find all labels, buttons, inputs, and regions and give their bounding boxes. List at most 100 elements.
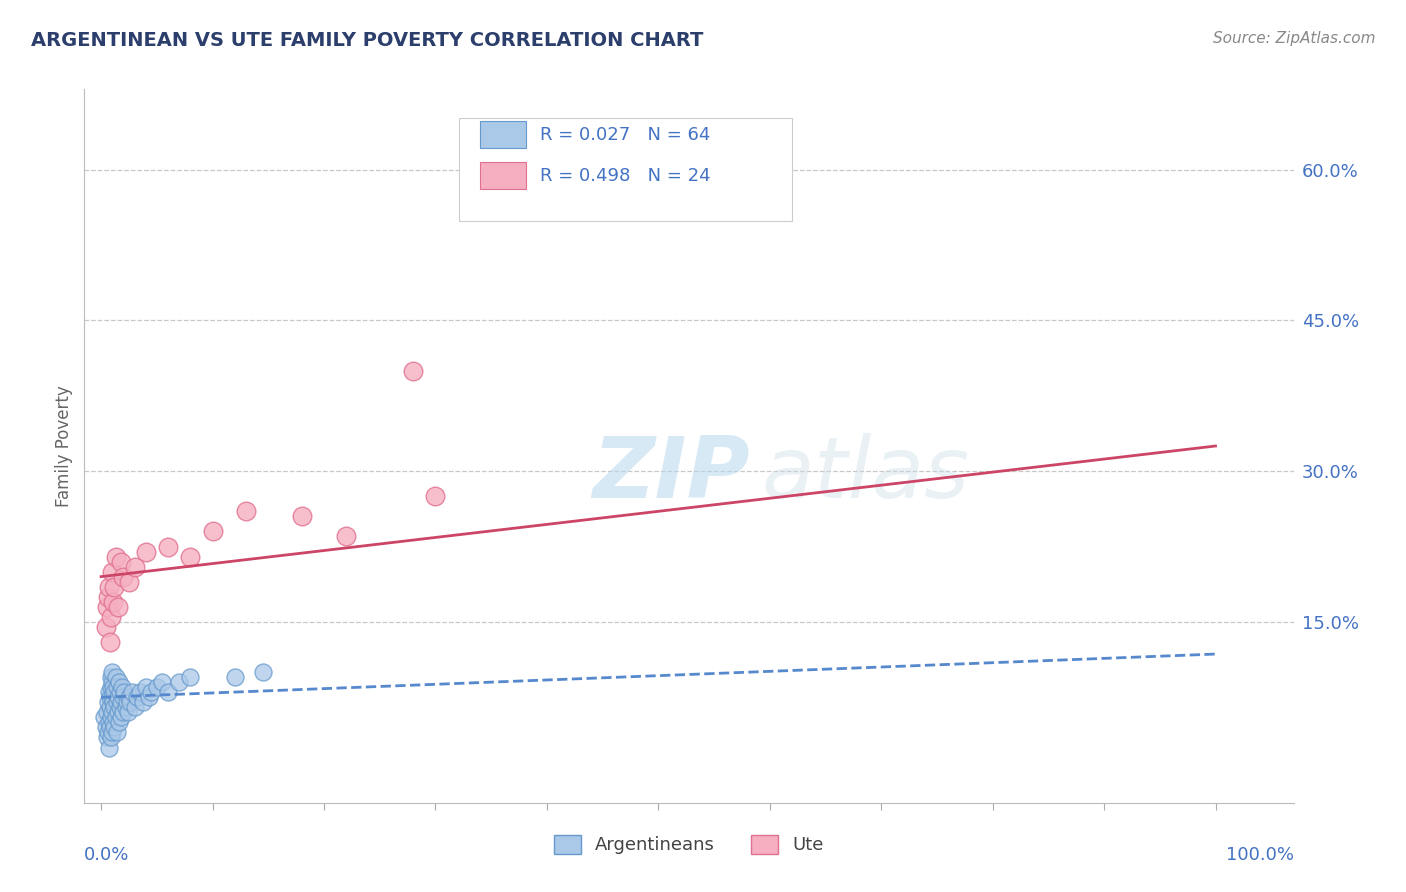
Point bbox=[111, 680, 134, 694]
Point bbox=[104, 710, 127, 724]
Point bbox=[135, 544, 157, 558]
Point bbox=[108, 685, 131, 699]
Point bbox=[96, 706, 118, 720]
Point bbox=[114, 685, 136, 699]
Point bbox=[94, 620, 117, 634]
Point bbox=[179, 670, 201, 684]
Point bbox=[224, 670, 246, 684]
Point bbox=[201, 524, 224, 539]
Point bbox=[103, 720, 125, 734]
Point bbox=[132, 695, 155, 709]
Point bbox=[105, 680, 128, 694]
Point bbox=[98, 635, 121, 649]
Text: R = 0.498   N = 24: R = 0.498 N = 24 bbox=[540, 167, 711, 185]
Point bbox=[112, 690, 135, 705]
Point bbox=[101, 706, 124, 720]
Point bbox=[98, 690, 121, 705]
Point bbox=[96, 731, 118, 745]
Text: 100.0%: 100.0% bbox=[1226, 846, 1294, 863]
Point bbox=[138, 690, 160, 705]
Point bbox=[179, 549, 201, 564]
Point bbox=[97, 685, 120, 699]
Point bbox=[129, 685, 152, 699]
Point bbox=[107, 690, 129, 705]
Point bbox=[103, 580, 125, 594]
Point bbox=[103, 595, 125, 609]
Point bbox=[235, 504, 257, 518]
Point bbox=[107, 599, 129, 614]
Point bbox=[98, 720, 121, 734]
Point bbox=[104, 670, 127, 684]
Point bbox=[112, 569, 135, 583]
Point bbox=[101, 725, 124, 739]
Y-axis label: Family Poverty: Family Poverty bbox=[55, 385, 73, 507]
Text: Source: ZipAtlas.com: Source: ZipAtlas.com bbox=[1212, 31, 1375, 46]
Point bbox=[156, 685, 179, 699]
Point bbox=[101, 675, 124, 690]
Point bbox=[101, 565, 124, 579]
Point bbox=[252, 665, 274, 680]
Point bbox=[110, 710, 132, 724]
Point bbox=[101, 690, 124, 705]
Point bbox=[103, 680, 125, 694]
Text: R = 0.027   N = 64: R = 0.027 N = 64 bbox=[540, 126, 710, 144]
Point bbox=[118, 574, 141, 589]
Point bbox=[167, 675, 190, 690]
Point bbox=[402, 363, 425, 377]
Point bbox=[150, 675, 173, 690]
Point bbox=[108, 715, 131, 730]
Point bbox=[103, 700, 125, 714]
Point bbox=[291, 509, 314, 524]
Point bbox=[100, 710, 122, 724]
Point bbox=[97, 725, 120, 739]
Point bbox=[118, 695, 141, 709]
FancyBboxPatch shape bbox=[479, 121, 526, 148]
Point bbox=[156, 540, 179, 554]
Point bbox=[101, 665, 124, 680]
Legend: Argentineans, Ute: Argentineans, Ute bbox=[547, 828, 831, 862]
Point bbox=[107, 706, 129, 720]
Point bbox=[94, 720, 117, 734]
Point bbox=[141, 685, 163, 699]
Point bbox=[104, 549, 127, 564]
Point bbox=[108, 700, 131, 714]
Point bbox=[135, 680, 157, 694]
Text: 0.0%: 0.0% bbox=[84, 846, 129, 863]
Point bbox=[117, 706, 139, 720]
Point bbox=[97, 695, 120, 709]
Point bbox=[97, 740, 120, 755]
Point bbox=[110, 555, 132, 569]
Point bbox=[335, 529, 357, 543]
Point bbox=[97, 580, 120, 594]
FancyBboxPatch shape bbox=[479, 162, 526, 189]
Point bbox=[97, 590, 120, 604]
Text: atlas: atlas bbox=[762, 433, 970, 516]
FancyBboxPatch shape bbox=[460, 118, 792, 221]
Point bbox=[114, 700, 136, 714]
Point bbox=[100, 731, 122, 745]
Point bbox=[146, 680, 169, 694]
Point bbox=[100, 680, 122, 694]
Point bbox=[425, 489, 447, 503]
Point bbox=[124, 700, 146, 714]
Point bbox=[103, 695, 125, 709]
Point bbox=[105, 725, 128, 739]
Point bbox=[110, 695, 132, 709]
Text: ZIP: ZIP bbox=[592, 433, 749, 516]
Point bbox=[93, 710, 115, 724]
Point bbox=[108, 675, 131, 690]
Point bbox=[98, 700, 121, 714]
Point bbox=[124, 559, 146, 574]
Point bbox=[103, 685, 125, 699]
Point bbox=[100, 610, 122, 624]
Point bbox=[103, 715, 125, 730]
Point bbox=[100, 670, 122, 684]
Point bbox=[105, 695, 128, 709]
Text: ARGENTINEAN VS UTE FAMILY POVERTY CORRELATION CHART: ARGENTINEAN VS UTE FAMILY POVERTY CORREL… bbox=[31, 31, 703, 50]
Point bbox=[97, 715, 120, 730]
Point bbox=[112, 706, 135, 720]
Point bbox=[121, 685, 143, 699]
Point bbox=[115, 695, 138, 709]
Point bbox=[125, 690, 148, 705]
Point bbox=[96, 599, 118, 614]
